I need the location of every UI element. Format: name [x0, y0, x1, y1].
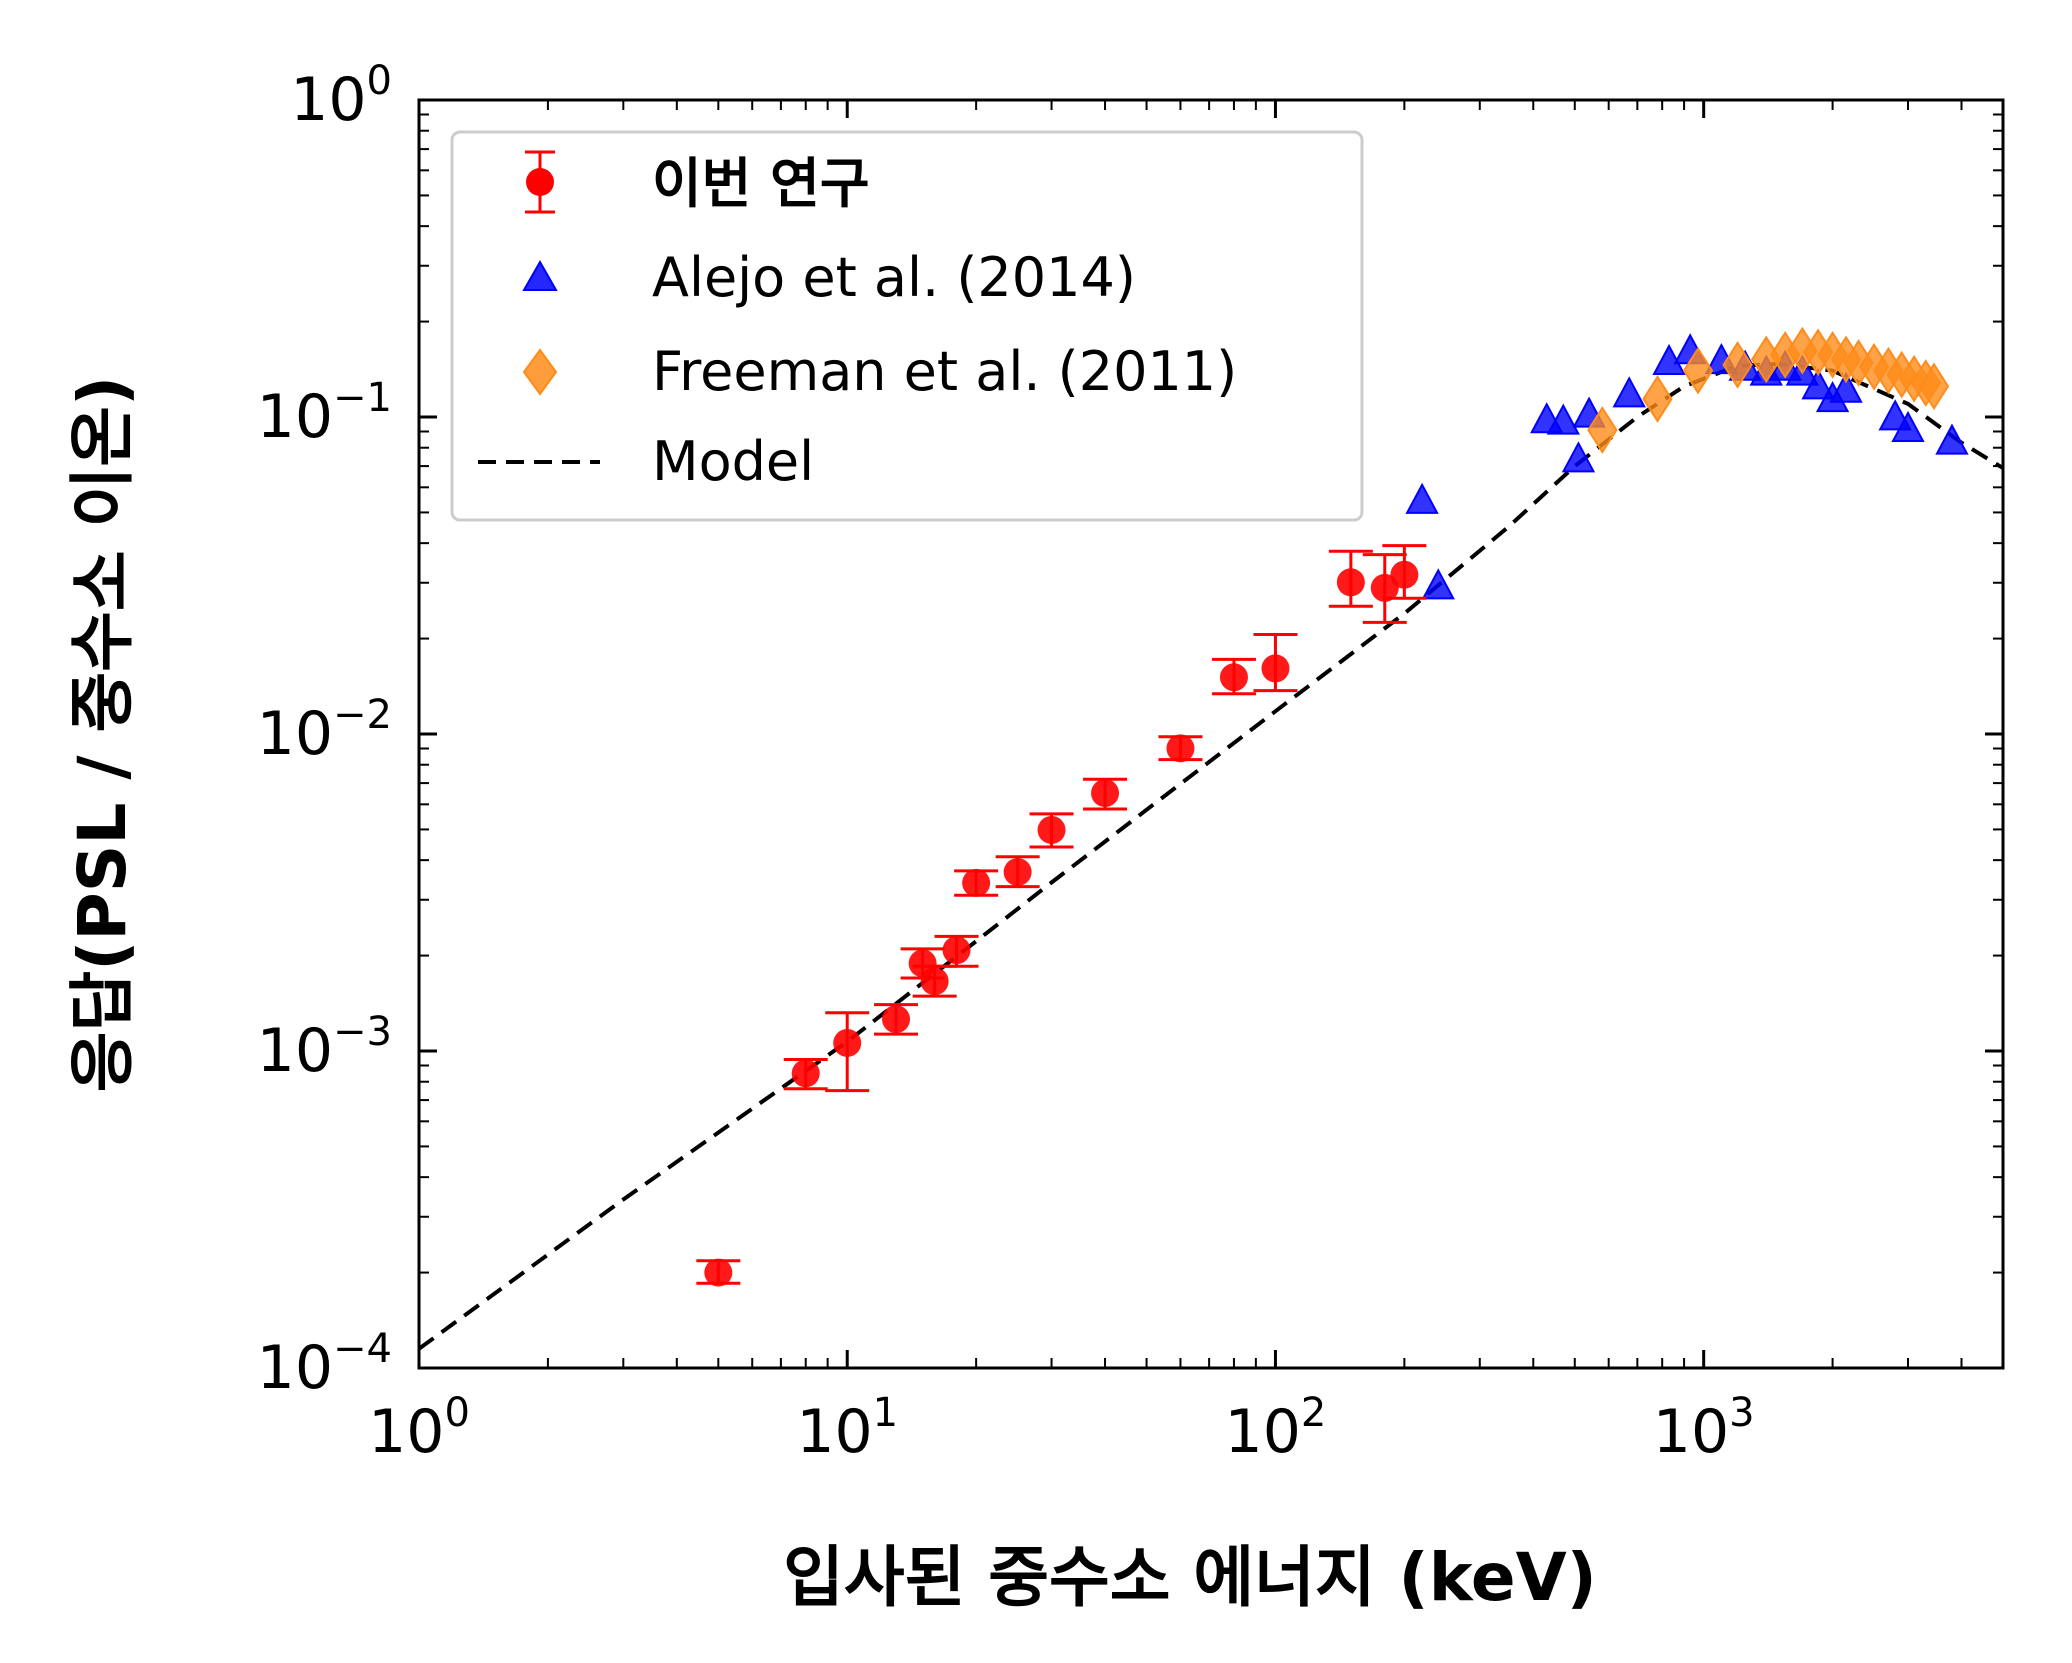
plot-frame: [417, 98, 2005, 1370]
alejo-point: [1935, 423, 1969, 455]
study-marker: [1166, 734, 1195, 763]
x-tick-label: 100: [368, 1390, 470, 1467]
legend-label-model: Model: [652, 430, 814, 493]
alejo-point: [1421, 568, 1455, 600]
study-marker: [1219, 663, 1248, 692]
alejo-point: [1891, 410, 1925, 442]
freeman-point: [1642, 375, 1673, 423]
study-point: [1083, 777, 1128, 811]
study-point: [1362, 553, 1407, 624]
study-marker: [942, 936, 971, 965]
study-marker: [1336, 568, 1365, 597]
study-marker: [704, 1258, 733, 1287]
freeman-point: [1722, 341, 1753, 389]
legend-marker-study: [525, 150, 555, 214]
study-marker: [1037, 815, 1066, 844]
y-tick-label: 10−2: [257, 692, 392, 769]
study-marker: [1370, 573, 1399, 602]
study-marker: [1091, 779, 1120, 808]
y-tick-label: 100: [290, 58, 392, 135]
study-marker: [962, 868, 991, 897]
study-marker: [1261, 654, 1290, 683]
study-marker: [920, 967, 949, 996]
study-point: [1211, 657, 1256, 696]
legend-label-alejo: Alejo et al. (2014): [652, 246, 1136, 309]
legend-marker-alejo: [522, 259, 558, 291]
tick-labels: 100 101 102 103 100 10−1 10−2 10−3 10−4: [257, 58, 1755, 1467]
study-point: [783, 1058, 828, 1091]
legend-box: [450, 130, 1364, 522]
x-tick-label: 101: [796, 1390, 898, 1467]
points-layer: [696, 326, 1969, 1287]
study-point: [696, 1258, 741, 1287]
legend-label-study: 이번 연구: [652, 152, 870, 215]
study-marker: [882, 1005, 911, 1034]
legend-marker-freeman: [522, 348, 558, 396]
legend-label-freeman: Freeman et al. (2011): [652, 340, 1237, 403]
study-point: [874, 1003, 919, 1036]
alejo-point: [1612, 376, 1646, 408]
study-marker: [833, 1028, 862, 1057]
study-point: [995, 855, 1040, 889]
study-point: [1158, 734, 1203, 763]
x-tick-label: 103: [1653, 1390, 1755, 1467]
x-axis-title: 입사된 중수소 에너지 (keV): [783, 1539, 1597, 1616]
study-marker: [791, 1059, 820, 1088]
y-tick-label: 10−3: [257, 1009, 392, 1086]
study-point: [1029, 812, 1074, 849]
alejo-point: [1829, 371, 1863, 403]
study-marker: [1003, 858, 1032, 887]
alejo-point: [1405, 482, 1439, 514]
x-tick-label: 102: [1225, 1390, 1327, 1467]
study-point: [1328, 549, 1373, 608]
study-point: [954, 868, 999, 897]
freeman-point: [1682, 346, 1714, 395]
study-point: [1253, 633, 1298, 693]
study-point: [1382, 544, 1427, 600]
freeman-point: [1918, 362, 1950, 411]
alejo-point: [1546, 403, 1580, 435]
freeman-point: [1587, 406, 1618, 454]
y-axis-title: 응답(PSL / 중수소 이온): [64, 376, 141, 1092]
alejo-point: [1561, 441, 1596, 473]
study-point: [825, 1011, 870, 1093]
study-point: [934, 934, 979, 968]
y-tick-label: 10−1: [257, 375, 392, 452]
y-tick-label: 10−4: [257, 1326, 392, 1403]
study-marker: [1390, 560, 1419, 589]
alejo-point: [1801, 368, 1835, 400]
legend: 이번 연구 Alejo et al. (2014) Freeman et al.…: [450, 130, 1364, 522]
